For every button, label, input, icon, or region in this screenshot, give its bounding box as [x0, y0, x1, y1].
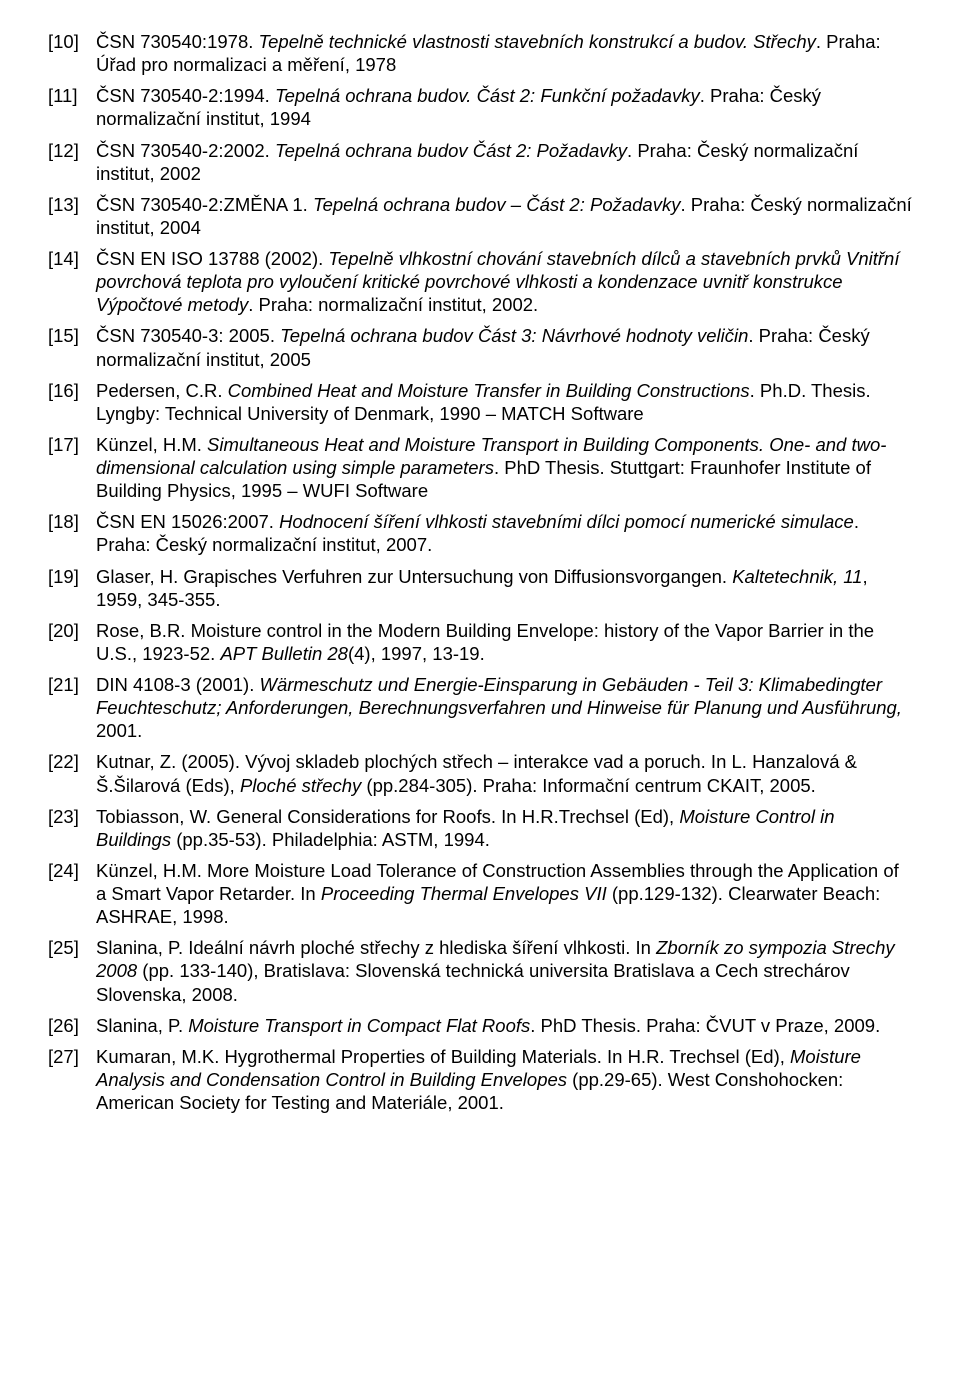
reference-number: [14] [48, 247, 96, 316]
reference-text-segment: Tepelná ochrana budov Část 3: Návrhové h… [280, 325, 748, 346]
reference-text-segment: Tobiasson, W. General Considerations for… [96, 806, 679, 827]
reference-text-segment: Kumaran, M.K. Hygrothermal Properties of… [96, 1046, 790, 1067]
reference-text-segment: Pedersen, C.R. [96, 380, 228, 401]
reference-item: [27]Kumaran, M.K. Hygrothermal Propertie… [48, 1045, 912, 1114]
reference-item: [24]Künzel, H.M. More Moisture Load Tole… [48, 859, 912, 928]
reference-body: Rose, B.R. Moisture control in the Moder… [96, 619, 912, 665]
reference-number: [16] [48, 379, 96, 425]
reference-item: [16]Pedersen, C.R. Combined Heat and Moi… [48, 379, 912, 425]
reference-text-segment: ČSN EN ISO 13788 (2002). [96, 248, 328, 269]
reference-list: [10]ČSN 730540:1978. Tepelně technické v… [48, 30, 912, 1114]
reference-number: [12] [48, 139, 96, 185]
reference-text-segment: Glaser, H. Grapisches Verfuhren zur Unte… [96, 566, 732, 587]
reference-text-segment: Ploché střechy [240, 775, 361, 796]
reference-number: [26] [48, 1014, 96, 1037]
reference-number: [25] [48, 936, 96, 1005]
reference-number: [15] [48, 324, 96, 370]
reference-body: ČSN 730540-2:2002. Tepelná ochrana budov… [96, 139, 912, 185]
reference-body: ČSN 730540-2:1994. Tepelná ochrana budov… [96, 84, 912, 130]
reference-text-segment: APT Bulletin 28 [220, 643, 348, 664]
reference-text-segment: ČSN 730540-2:ZMĚNA 1. [96, 194, 313, 215]
reference-number: [19] [48, 565, 96, 611]
reference-text-segment: Tepelná ochrana budov. Část 2: Funkční p… [275, 85, 700, 106]
reference-text-segment: . Praha: normalizační institut, 2002. [248, 294, 538, 315]
reference-number: [20] [48, 619, 96, 665]
reference-text-segment: Tepelně technické vlastnosti stavebních … [259, 31, 816, 52]
reference-item: [21]DIN 4108-3 (2001). Wärmeschutz und E… [48, 673, 912, 742]
reference-item: [13]ČSN 730540-2:ZMĚNA 1. Tepelná ochran… [48, 193, 912, 239]
reference-text-segment: Künzel, H.M. [96, 434, 207, 455]
reference-number: [24] [48, 859, 96, 928]
reference-text-segment: (pp. 133-140), Bratislava: Slovenská tec… [96, 960, 850, 1004]
reference-number: [27] [48, 1045, 96, 1114]
reference-body: Tobiasson, W. General Considerations for… [96, 805, 912, 851]
reference-text-segment: Slanina, P. Ideální návrh ploché střechy… [96, 937, 656, 958]
reference-body: ČSN EN ISO 13788 (2002). Tepelně vlhkost… [96, 247, 912, 316]
reference-text-segment: ČSN 730540-3: 2005. [96, 325, 280, 346]
reference-item: [17]Künzel, H.M. Simultaneous Heat and M… [48, 433, 912, 502]
reference-text-segment: ČSN 730540-2:1994. [96, 85, 275, 106]
reference-number: [10] [48, 30, 96, 76]
reference-number: [22] [48, 750, 96, 796]
reference-item: [25]Slanina, P. Ideální návrh ploché stř… [48, 936, 912, 1005]
reference-number: [23] [48, 805, 96, 851]
reference-body: ČSN 730540:1978. Tepelně technické vlast… [96, 30, 912, 76]
reference-body: Slanina, P. Moisture Transport in Compac… [96, 1014, 912, 1037]
reference-item: [12]ČSN 730540-2:2002. Tepelná ochrana b… [48, 139, 912, 185]
reference-item: [11]ČSN 730540-2:1994. Tepelná ochrana b… [48, 84, 912, 130]
reference-text-segment: ČSN 730540-2:2002. [96, 140, 275, 161]
reference-text-segment: Tepelná ochrana budov – Část 2: Požadavk… [313, 194, 681, 215]
reference-item: [10]ČSN 730540:1978. Tepelně technické v… [48, 30, 912, 76]
reference-body: Pedersen, C.R. Combined Heat and Moistur… [96, 379, 912, 425]
reference-item: [26]Slanina, P. Moisture Transport in Co… [48, 1014, 912, 1037]
reference-body: Kutnar, Z. (2005). Vývoj skladeb plochýc… [96, 750, 912, 796]
reference-text-segment: DIN 4108-3 (2001). [96, 674, 260, 695]
reference-text-segment: . PhD Thesis. Praha: ČVUT v Praze, 2009. [530, 1015, 880, 1036]
reference-body: DIN 4108-3 (2001). Wärmeschutz und Energ… [96, 673, 912, 742]
reference-number: [18] [48, 510, 96, 556]
reference-body: ČSN 730540-3: 2005. Tepelná ochrana budo… [96, 324, 912, 370]
reference-number: [17] [48, 433, 96, 502]
reference-item: [15]ČSN 730540-3: 2005. Tepelná ochrana … [48, 324, 912, 370]
reference-text-segment: Slanina, P. [96, 1015, 188, 1036]
reference-number: [11] [48, 84, 96, 130]
reference-text-segment: ČSN EN 15026:2007. [96, 511, 279, 532]
reference-item: [22]Kutnar, Z. (2005). Vývoj skladeb plo… [48, 750, 912, 796]
reference-text-segment: ČSN 730540:1978. [96, 31, 259, 52]
reference-item: [20]Rose, B.R. Moisture control in the M… [48, 619, 912, 665]
reference-item: [23]Tobiasson, W. General Considerations… [48, 805, 912, 851]
reference-text-segment: Combined Heat and Moisture Transfer in B… [228, 380, 750, 401]
reference-text-segment: Hodnocení šíření vlhkosti stavebními díl… [279, 511, 854, 532]
reference-text-segment: (pp.284-305). Praha: Informační centrum … [361, 775, 816, 796]
reference-number: [21] [48, 673, 96, 742]
reference-body: Glaser, H. Grapisches Verfuhren zur Unte… [96, 565, 912, 611]
reference-text-segment: Moisture Transport in Compact Flat Roofs [188, 1015, 530, 1036]
reference-text-segment: 2001. [96, 720, 142, 741]
reference-body: Kumaran, M.K. Hygrothermal Properties of… [96, 1045, 912, 1114]
reference-text-segment: (4), 1997, 13-19. [348, 643, 485, 664]
reference-number: [13] [48, 193, 96, 239]
reference-text-segment: (pp.35-53). Philadelphia: ASTM, 1994. [171, 829, 490, 850]
reference-body: Künzel, H.M. Simultaneous Heat and Moist… [96, 433, 912, 502]
reference-item: [14]ČSN EN ISO 13788 (2002). Tepelně vlh… [48, 247, 912, 316]
reference-text-segment: Proceeding Thermal Envelopes VII [321, 883, 607, 904]
reference-body: ČSN EN 15026:2007. Hodnocení šíření vlhk… [96, 510, 912, 556]
reference-text-segment: Tepelná ochrana budov Část 2: Požadavky [275, 140, 627, 161]
reference-item: [18]ČSN EN 15026:2007. Hodnocení šíření … [48, 510, 912, 556]
reference-text-segment: Kaltetechnik, 11 [732, 566, 862, 587]
reference-text-segment: Rose, B.R. Moisture control in the Moder… [96, 620, 874, 664]
reference-body: ČSN 730540-2:ZMĚNA 1. Tepelná ochrana bu… [96, 193, 912, 239]
reference-item: [19]Glaser, H. Grapisches Verfuhren zur … [48, 565, 912, 611]
reference-body: Slanina, P. Ideální návrh ploché střechy… [96, 936, 912, 1005]
reference-body: Künzel, H.M. More Moisture Load Toleranc… [96, 859, 912, 928]
